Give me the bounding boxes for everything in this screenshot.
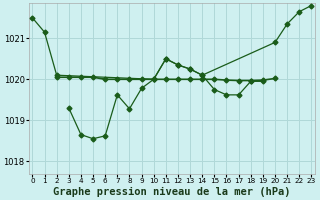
X-axis label: Graphe pression niveau de la mer (hPa): Graphe pression niveau de la mer (hPa): [53, 186, 291, 197]
